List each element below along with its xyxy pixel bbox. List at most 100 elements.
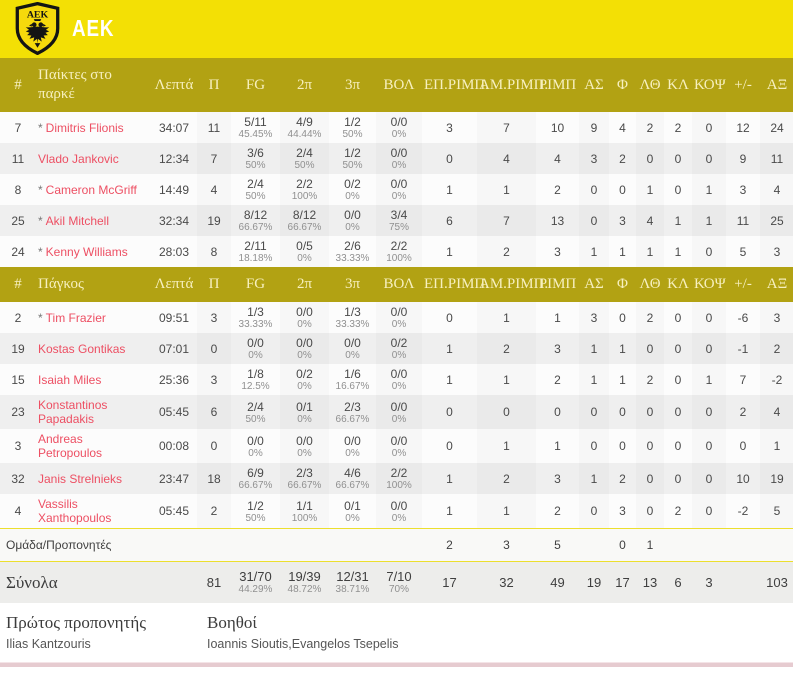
stat-cell: 3 bbox=[579, 302, 609, 333]
points-cell: 18 bbox=[197, 463, 231, 494]
points-cell: 3 bbox=[197, 302, 231, 333]
shooting-cell: 2/6 33.33% bbox=[329, 236, 376, 267]
stat-cell: 11 bbox=[736, 213, 750, 228]
shooting-percentage: 0% bbox=[345, 512, 360, 524]
shooting-percentage: 0% bbox=[391, 413, 407, 425]
shooting-cell: 0/0 0% bbox=[376, 302, 422, 333]
starter-asterisk: * bbox=[38, 310, 43, 325]
team-coaches-row: Ομάδα/Προπονητές 2 3 5 0 1 bbox=[0, 528, 793, 562]
shooting-percentage: 0% bbox=[391, 381, 407, 392]
shooting-cell: 1/3 33.33% bbox=[329, 302, 376, 333]
stat-cell: 3 bbox=[760, 302, 793, 333]
shooting-percentage: 0% bbox=[391, 350, 407, 361]
made-attempted: 0/0 bbox=[390, 177, 408, 191]
points-cell: 7 bbox=[197, 143, 231, 174]
player-name-link[interactable]: Andreas Petropoulos bbox=[38, 432, 103, 460]
shooting-cell: 3/6 50% bbox=[231, 143, 280, 174]
player-name-link[interactable]: Akil Mitchell bbox=[45, 213, 110, 228]
made-attempted: 6/9 bbox=[247, 466, 264, 480]
stat-cell: 0 bbox=[674, 151, 682, 166]
stat-cell: 1 bbox=[446, 182, 453, 197]
made-attempted: 3/6 bbox=[247, 146, 264, 160]
player-name-link[interactable]: Cameron McGriff bbox=[45, 182, 137, 197]
shooting-percentage: 50% bbox=[342, 160, 363, 171]
points-cell: 3 bbox=[197, 364, 231, 395]
stat-cell: 0 bbox=[636, 333, 664, 364]
shooting-percentage: 50% bbox=[294, 160, 315, 171]
shooting-cell: 4/9 44.44% bbox=[280, 112, 329, 143]
jersey-number: 25 bbox=[11, 213, 25, 228]
stat-cell: 1 bbox=[579, 463, 609, 494]
made-attempted: 1/1 bbox=[296, 498, 313, 513]
empty-cell bbox=[329, 528, 376, 562]
made-attempted: 0/0 bbox=[390, 146, 408, 160]
stat-cell: 0 bbox=[692, 302, 726, 333]
shooting-percentage: 50% bbox=[342, 129, 363, 140]
minutes-cell: 23:47 bbox=[158, 471, 190, 486]
stat-cell: -6 bbox=[737, 310, 749, 325]
player-row-bench: 19 Kostas Gontikas 07:01 0 0/0 0% 0/0 0% 0/0 0% 0/… bbox=[0, 333, 793, 364]
jersey-number: 8 bbox=[14, 182, 22, 197]
made-attempted: 0/0 bbox=[344, 208, 361, 222]
shooting-cell: 0/0 0% bbox=[376, 429, 422, 463]
shooting-cell: 0/2 0% bbox=[376, 333, 422, 364]
stat-cell: 2 bbox=[554, 182, 561, 197]
made-attempted: 0/0 bbox=[390, 433, 408, 448]
shooting-cell: 0/0 0% bbox=[376, 143, 422, 174]
player-row-bench: 2 * Tim Frazier 09:51 3 1/3 33.33% 0/0 0% 1/3 33.3… bbox=[0, 302, 793, 333]
starter-asterisk: * bbox=[38, 182, 43, 197]
points-cell: 4 bbox=[197, 174, 231, 205]
column-header: +/- bbox=[726, 58, 760, 112]
player-name-link[interactable]: Vlado Jankovic bbox=[38, 151, 119, 166]
stat-cell: 1 bbox=[477, 429, 536, 463]
minutes-cell: 07:01 bbox=[158, 341, 190, 356]
player-name-cell: * Kenny Williams bbox=[36, 236, 151, 267]
stat-cell: 1 bbox=[446, 341, 453, 356]
player-row-bench: 4 Vassilis Xanthopoulos 05:45 2 1/2 50% 1/1 100… bbox=[0, 494, 793, 529]
player-name-link[interactable]: Tim Frazier bbox=[45, 310, 106, 325]
stat-cell: 0 bbox=[446, 151, 453, 166]
column-header-row-bench: # Πάγκος Λεπτά Π FG 2π 3π ΒΟΛ ΕΠ.ΡΙΜΠ. ΑΜ.ΡΙΜΠ. ΡΙ… bbox=[0, 267, 793, 302]
player-name-link[interactable]: Kenny Williams bbox=[45, 244, 128, 259]
stat-cell: 1 bbox=[477, 174, 536, 205]
player-name-link[interactable]: Konstantinos Papadakis bbox=[38, 398, 108, 426]
column-header: ΒΟΛ bbox=[376, 58, 422, 112]
shooting-percentage: 50% bbox=[245, 191, 266, 202]
player-name-link[interactable]: Isaiah Miles bbox=[38, 372, 102, 387]
minutes-cell: 32:34 bbox=[158, 213, 190, 228]
made-attempted: 1/2 bbox=[344, 115, 361, 129]
shooting-percentage: 0% bbox=[297, 381, 312, 392]
totals-stat-cell: 17 bbox=[609, 561, 636, 603]
stat-cell: 24 bbox=[760, 112, 793, 143]
svg-text:ΑΕΚ: ΑΕΚ bbox=[27, 10, 49, 21]
stat-cell: 2 bbox=[422, 528, 477, 562]
player-name-link[interactable]: Dimitris Flionis bbox=[45, 120, 124, 135]
section-divider bbox=[0, 662, 793, 667]
shooting-cell: 4/6 66.67% bbox=[329, 463, 376, 494]
player-name-link[interactable]: Janis Strelnieks bbox=[38, 471, 123, 486]
column-header: ΡΙΜΠ bbox=[536, 267, 579, 302]
player-name-link[interactable]: Vassilis Xanthopoulos bbox=[38, 497, 112, 525]
stat-cell: 7 bbox=[739, 372, 747, 387]
shooting-cell: 0/5 0% bbox=[280, 236, 329, 267]
player-row-bench: 15 Isaiah Miles 25:36 3 1/8 12.5% 0/2 0% 1/6 16.6… bbox=[0, 364, 793, 395]
player-row-on-court: 8 * Cameron McGriff 14:49 4 2/4 50% 2/2 100% 0/2 0… bbox=[0, 174, 793, 205]
shooting-percentage: 33.33% bbox=[335, 319, 370, 330]
player-name-cell: * Akil Mitchell bbox=[36, 205, 151, 236]
player-name-link[interactable]: Kostas Gontikas bbox=[38, 341, 126, 356]
player-row-on-court: 24 * Kenny Williams 28:03 8 2/11 18.18% 0/5 0% 2/… bbox=[0, 236, 793, 267]
head-coach-name: Ilias Kantzouris bbox=[6, 637, 91, 651]
shooting-cell: 1/3 33.33% bbox=[231, 302, 280, 333]
stat-cell: 1 bbox=[619, 244, 626, 259]
totals-stat-cell: 49 bbox=[536, 561, 579, 603]
stat-cell: 9 bbox=[579, 112, 609, 143]
jersey-number: 15 bbox=[11, 372, 25, 387]
shooting-cell: 0/0 0% bbox=[231, 333, 280, 364]
totals-shooting-cell: 19/39 48.72% bbox=[280, 561, 329, 603]
shooting-percentage: 0% bbox=[391, 191, 407, 202]
totals-stat-cell: 13 bbox=[636, 561, 664, 603]
stat-cell: 1 bbox=[636, 174, 664, 205]
stat-cell: 1 bbox=[446, 244, 453, 259]
shooting-percentage: 66.67% bbox=[335, 480, 370, 491]
made-attempted: 1/6 bbox=[344, 367, 361, 381]
